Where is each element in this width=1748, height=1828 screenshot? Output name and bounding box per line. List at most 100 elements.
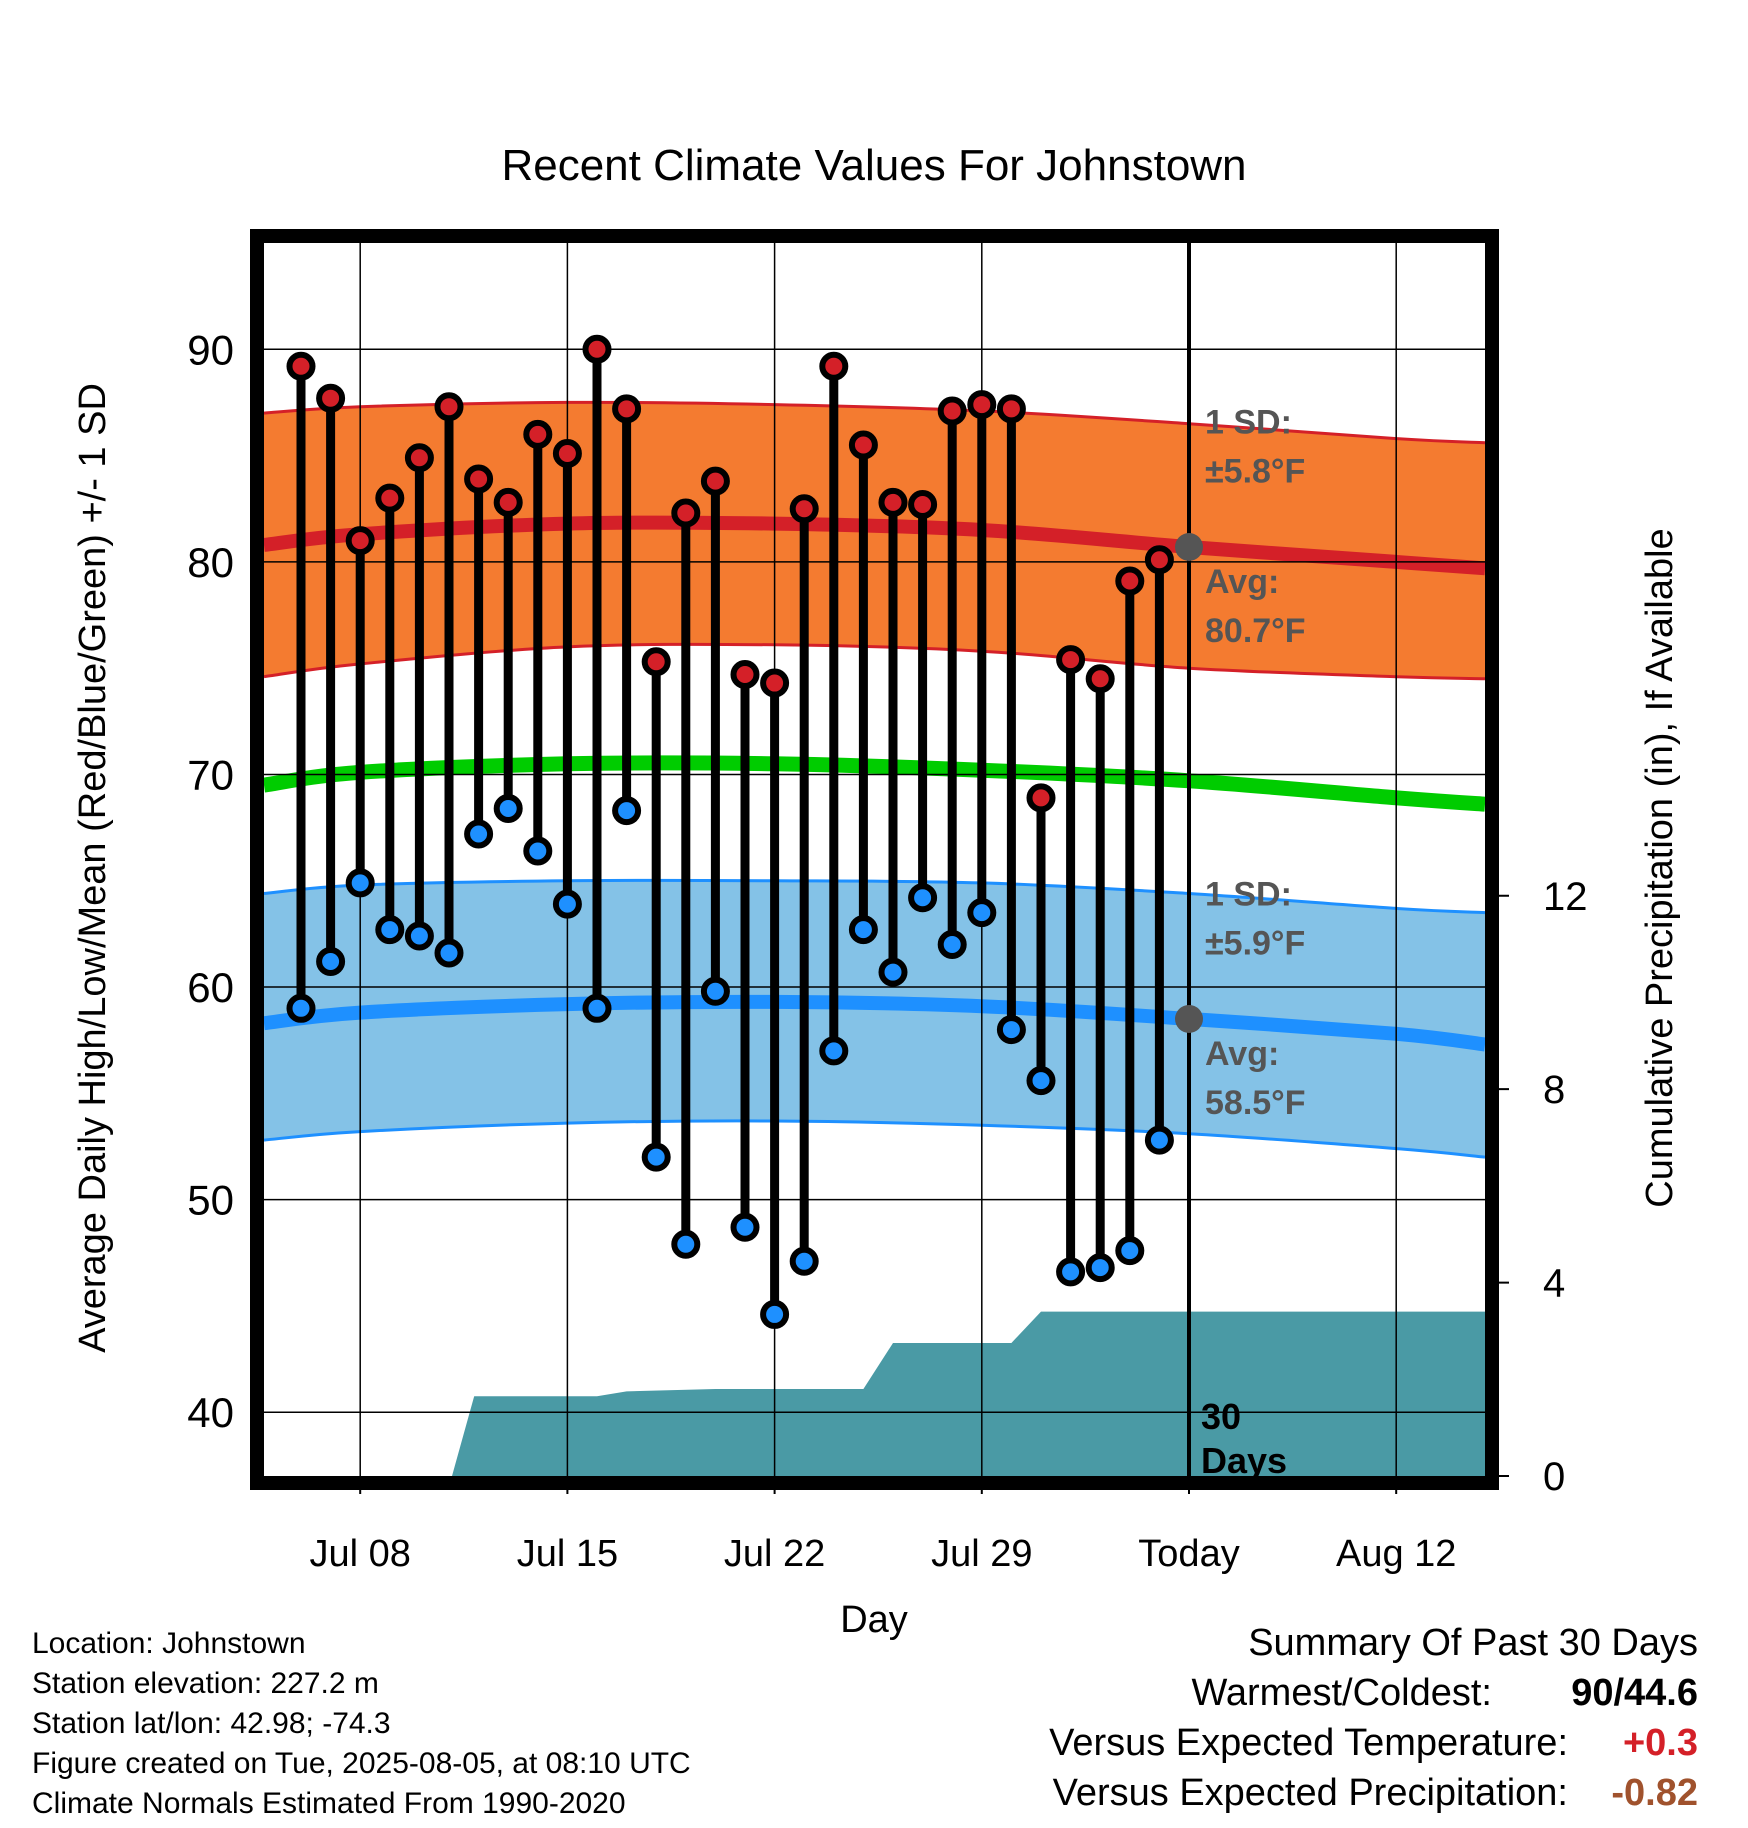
high-temp-marker xyxy=(434,392,464,422)
low-temp-marker xyxy=(1115,1236,1145,1266)
chart-title: Recent Climate Values For Johnstown xyxy=(501,141,1246,190)
low-temp-marker xyxy=(878,957,908,987)
high-temp-marker xyxy=(316,383,346,413)
x-tick-label: Aug 12 xyxy=(1336,1533,1456,1575)
x-tick-label: Jul 22 xyxy=(724,1533,825,1575)
high-temp-marker xyxy=(641,647,671,677)
low-temp-marker xyxy=(967,898,997,928)
high-avg-label: Avg: xyxy=(1205,563,1279,601)
low-temp-marker xyxy=(789,1246,819,1276)
axes: 40 50 60 70 80 90 0 4 8 12 Jul 08 Jul 15 Jul 22 Jul 2… xyxy=(187,229,1588,1575)
high-temp-marker xyxy=(967,390,997,420)
location-text: Location: Johnstown xyxy=(32,1627,306,1660)
today-low-avg-dot xyxy=(1175,1004,1203,1033)
normals-text: Climate Normals Estimated From 1990-2020 xyxy=(32,1787,626,1820)
low-avg-line xyxy=(263,994,1486,1052)
high-avg-value: 80.7°F xyxy=(1205,612,1306,650)
observation-markers xyxy=(286,334,1174,1329)
low-temp-marker xyxy=(1056,1257,1086,1287)
low-temp-marker xyxy=(286,993,316,1023)
today-window-label: 30 xyxy=(1201,1396,1241,1437)
high-temp-marker xyxy=(582,334,612,364)
x-tick-label: Jul 08 xyxy=(309,1533,410,1575)
y-tick-label: 40 xyxy=(187,1389,234,1436)
y2-tick-label: 8 xyxy=(1543,1068,1565,1112)
low-temp-marker xyxy=(404,921,434,951)
y-axis-label: Average Daily High/Low/Mean (Red/Blue/Gr… xyxy=(72,383,114,1353)
high-temp-marker xyxy=(375,483,405,513)
high-temp-marker xyxy=(819,351,849,381)
y2-tick-label: 0 xyxy=(1543,1455,1565,1499)
low-temp-marker xyxy=(848,915,878,945)
low-temp-marker xyxy=(582,993,612,1023)
low-sd-value: ±5.9°F xyxy=(1205,924,1305,962)
low-temp-marker xyxy=(641,1142,671,1172)
low-temp-marker xyxy=(434,938,464,968)
high-sd-value: ±5.8°F xyxy=(1205,452,1305,490)
low-temp-marker xyxy=(819,1036,849,1066)
low-temp-marker xyxy=(1144,1125,1174,1155)
high-temp-marker xyxy=(730,660,760,690)
warmest-coldest-label: Warmest/Coldest: xyxy=(1191,1672,1492,1714)
precip-anomaly-label: Versus Expected Precipitation: xyxy=(1052,1772,1568,1814)
low-temp-marker xyxy=(1085,1253,1115,1283)
summary-heading: Summary Of Past 30 Days xyxy=(1248,1622,1698,1664)
high-temp-marker xyxy=(908,489,938,519)
elevation-text: Station elevation: 227.2 m xyxy=(32,1667,379,1700)
low-sd-lower-edge xyxy=(263,1119,1486,1159)
y-tick-label: 80 xyxy=(187,539,234,586)
high-temp-marker xyxy=(1085,664,1115,694)
low-temp-marker xyxy=(464,819,494,849)
high-temp-marker xyxy=(700,466,730,496)
high-temp-marker xyxy=(671,498,701,528)
low-sd-band xyxy=(264,880,1485,1158)
low-temp-marker xyxy=(1026,1066,1056,1096)
y2-tick-label: 12 xyxy=(1543,875,1588,919)
temp-anomaly-label: Versus Expected Temperature: xyxy=(1049,1722,1568,1764)
high-temp-marker xyxy=(345,526,375,556)
low-temp-marker xyxy=(375,915,405,945)
high-temp-marker xyxy=(760,668,790,698)
low-temp-marker xyxy=(760,1299,790,1329)
high-sd-label: 1 SD: xyxy=(1205,404,1292,442)
high-temp-marker xyxy=(996,394,1026,424)
high-temp-marker xyxy=(523,419,553,449)
observation-stems xyxy=(296,349,1164,1315)
high-temp-marker xyxy=(286,351,316,381)
plot-frame xyxy=(250,229,1499,1490)
station-info: Location: Johnstown Station elevation: 2… xyxy=(32,1626,691,1822)
low-avg-value: 58.5°F xyxy=(1205,1084,1306,1122)
low-temp-marker xyxy=(730,1212,760,1242)
x-tick-label: Today xyxy=(1138,1533,1239,1575)
high-temp-marker xyxy=(1144,545,1174,575)
low-sd-label: 1 SD: xyxy=(1205,876,1292,914)
high-temp-marker xyxy=(937,396,967,426)
low-temp-marker xyxy=(345,868,375,898)
precip-area-fill xyxy=(264,1311,1485,1476)
y-tick-label: 60 xyxy=(187,964,234,1011)
high-temp-marker xyxy=(848,430,878,460)
high-temp-marker xyxy=(789,494,819,524)
high-temp-marker xyxy=(1056,645,1086,675)
y-tick-label: 50 xyxy=(187,1177,234,1224)
low-temp-marker xyxy=(316,947,346,977)
today-high-avg-dot xyxy=(1175,532,1203,561)
high-temp-marker xyxy=(612,394,642,424)
high-temp-marker xyxy=(1115,566,1145,596)
warmest-coldest-value: 90/44.6 xyxy=(1571,1672,1698,1714)
x-tick-label: Jul 29 xyxy=(931,1533,1032,1575)
low-temp-marker xyxy=(937,930,967,960)
low-avg-label: Avg: xyxy=(1205,1035,1279,1073)
today-window-label: Days xyxy=(1201,1440,1287,1481)
y2-axis-label: Cumulative Precipitation (in), If Availa… xyxy=(1639,528,1681,1207)
y-tick-label: 70 xyxy=(187,751,234,798)
band-annotations: 1 SD: ±5.8°F Avg: 80.7°F 1 SD: ±5.9°F Avg: 58.5… xyxy=(1205,404,1306,1122)
high-sd-upper-edge xyxy=(263,400,1486,445)
created-text: Figure created on Tue, 2025-08-05, at 08… xyxy=(32,1747,691,1780)
high-temp-marker xyxy=(404,443,434,473)
high-temp-marker xyxy=(878,487,908,517)
low-temp-marker xyxy=(493,793,523,823)
high-temp-marker xyxy=(464,464,494,494)
